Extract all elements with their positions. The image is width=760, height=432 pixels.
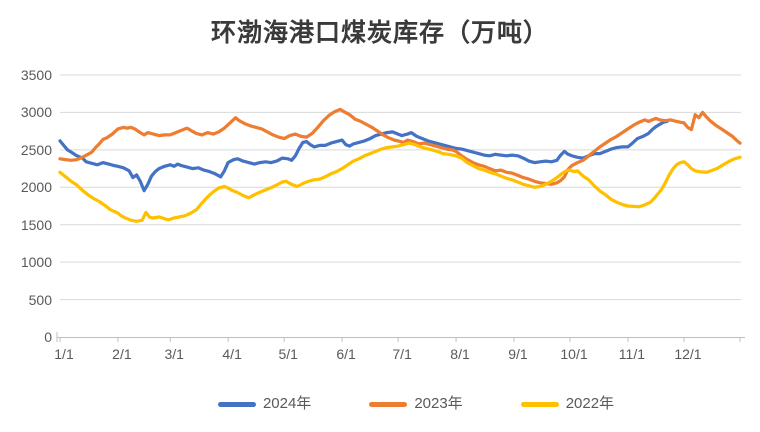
x-tick-label: 2/1 [112, 346, 132, 362]
x-tick-label: 3/1 [164, 346, 184, 362]
legend-label-2022: 2022年 [565, 395, 615, 412]
legend-swatch-2024 [217, 401, 256, 407]
x-tick-label: 5/1 [278, 346, 298, 362]
x-tick-label: 10/1 [560, 346, 588, 362]
legend-swatch-2023 [369, 401, 408, 407]
legend-item-2022: 2022年 [520, 395, 615, 413]
legend-label-2024: 2024年 [262, 395, 312, 412]
y-tick-label: 2000 [20, 179, 52, 196]
x-tick-label: 7/1 [392, 346, 412, 362]
x-tick-label: 6/1 [336, 346, 356, 362]
y-tick-label: 500 [28, 291, 52, 308]
x-tick-label: 12/1 [674, 346, 702, 362]
y-tick-label: 3500 [20, 67, 52, 83]
line-series-2024年 [58, 119, 669, 193]
x-tick-label: 4/1 [222, 346, 242, 362]
y-tick-label: 0 [44, 329, 52, 345]
x-tick-label: 1/1 [54, 346, 74, 362]
legend-label-2023: 2023年 [414, 395, 463, 412]
line-series-2023年 [58, 107, 742, 186]
legend-item-2023: 2023年 [369, 395, 463, 413]
y-tick-label: 3000 [20, 104, 52, 121]
legend-item-2024: 2024年 [217, 395, 312, 413]
y-tick-label: 1000 [20, 254, 52, 271]
x-tick-label: 11/1 [618, 346, 646, 362]
x-tick-label: 9/1 [508, 346, 528, 362]
y-tick-label: 2500 [20, 141, 52, 158]
chart-title: 环渤海港口煤炭库存（万吨） [210, 18, 549, 47]
line-series-2022年 [58, 141, 742, 223]
legend-swatch-2022 [520, 401, 559, 407]
y-tick-label: 1500 [20, 216, 52, 233]
chart-legend: 2024年 2023年 2022年 [36, 395, 760, 413]
x-tick-label: 8/1 [450, 346, 470, 362]
